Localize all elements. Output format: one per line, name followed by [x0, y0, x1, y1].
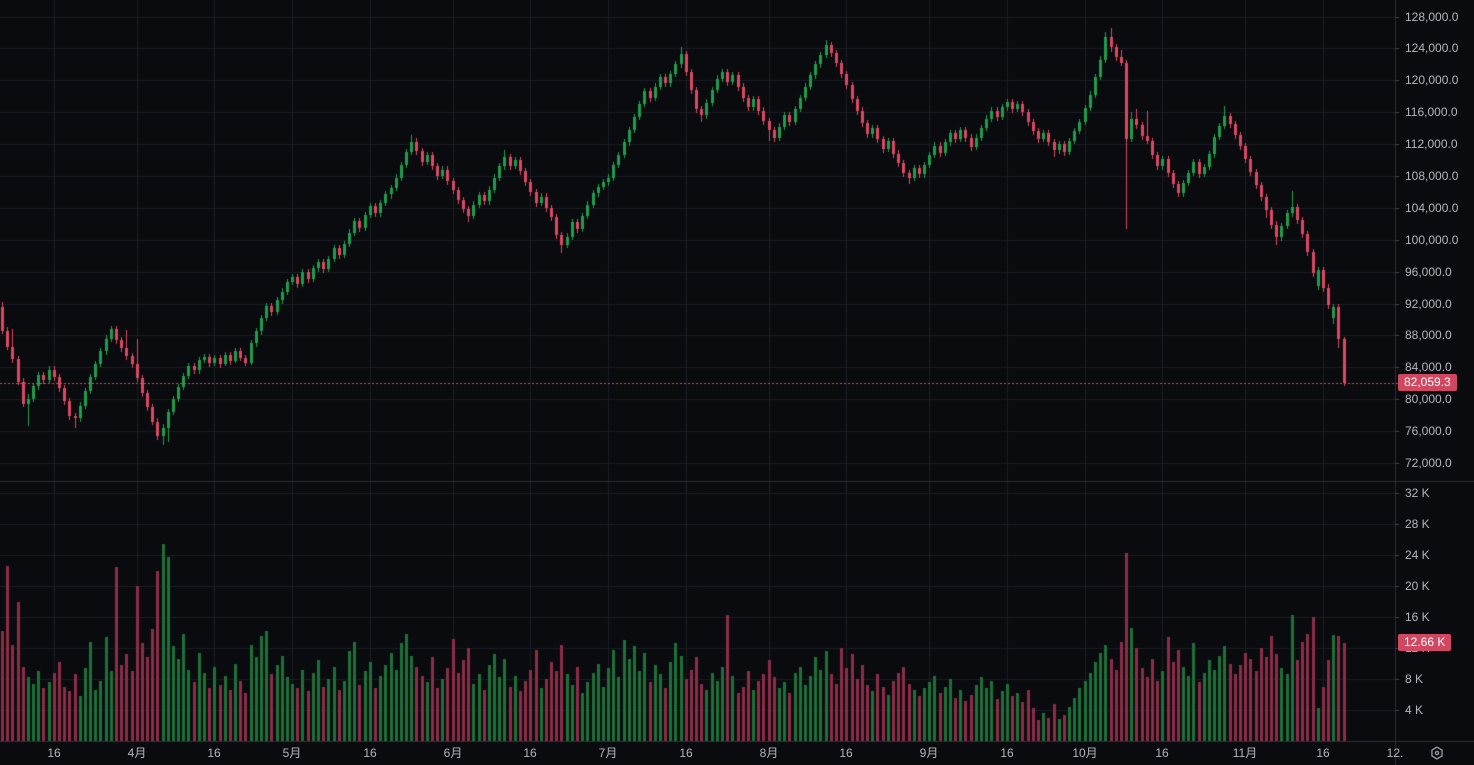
last-price-badge: 82,059.3: [1398, 374, 1457, 391]
time-tick-label: 16: [1000, 746, 1014, 760]
volume-tick-label: 32 K: [1405, 486, 1430, 500]
price-tick-label: 116,000.0: [1405, 105, 1458, 119]
time-tick-label: 12.: [1386, 746, 1404, 760]
volume-tick-label: 16 K: [1405, 610, 1430, 624]
time-tick-label: 4月: [127, 746, 147, 760]
time-tick-label: 9月: [919, 746, 939, 760]
axis-corner: [1396, 741, 1474, 765]
time-tick-label: 16: [523, 746, 537, 760]
price-tick-label: 88,000.0: [1405, 328, 1452, 342]
time-tick-label: 16: [1155, 746, 1169, 760]
time-tick-label: 16: [47, 746, 61, 760]
last-volume-badge: 12.66 K: [1398, 634, 1452, 651]
price-tick-label: 124,000.0: [1405, 41, 1459, 55]
price-tick-label: 100,000.0: [1405, 233, 1459, 247]
price-tick-label: 120,000.0: [1405, 73, 1459, 87]
time-tick-label: 11月: [1232, 746, 1258, 760]
time-tick-label: 8月: [759, 746, 779, 760]
price-tick-label: 96,000.0: [1405, 265, 1452, 279]
time-tick-label: 6月: [443, 746, 463, 760]
price-scale-axis[interactable]: 82,059.3 12.66 K 128,000.0 124,000.0 120,0…: [1396, 0, 1474, 741]
price-tick-label: 104,000.0: [1405, 201, 1459, 215]
volume-tick-label: 20 K: [1405, 579, 1430, 593]
price-tick-label: 92,000.0: [1405, 297, 1452, 311]
time-tick-label: 16: [679, 746, 693, 760]
volume-tick-label: 24 K: [1405, 548, 1430, 562]
price-tick-label: 76,000.0: [1405, 424, 1452, 438]
volume-tick-label: 8 K: [1405, 672, 1424, 686]
price-tick-label: 112,000.0: [1405, 137, 1458, 151]
time-tick-label: 10月: [1072, 746, 1098, 760]
price-tick-label: 84,000.0: [1405, 360, 1452, 374]
price-tick-label: 72,000.0: [1405, 456, 1452, 470]
price-tick-label: 108,000.0: [1405, 169, 1459, 183]
price-tick-label: 128,000.0: [1405, 10, 1459, 24]
volume-tick-label: 4 K: [1405, 703, 1424, 717]
volume-tick-label: 28 K: [1405, 517, 1430, 531]
scale-settings-gear-icon[interactable]: [1429, 745, 1445, 761]
time-tick-label: 16: [207, 746, 221, 760]
time-tick-label: 7月: [598, 746, 618, 760]
time-tick-label: 16: [363, 746, 377, 760]
price-tick-label: 80,000.0: [1405, 392, 1452, 406]
time-scale-axis[interactable]: 16 4月 16 5月 16 6月 16 7月 16 8月 16 9月 16 10月 16 11月 16 12.: [0, 741, 1403, 765]
time-tick-label: 5月: [282, 746, 302, 760]
time-tick-label: 16: [839, 746, 853, 760]
time-tick-label: 16: [1316, 746, 1330, 760]
